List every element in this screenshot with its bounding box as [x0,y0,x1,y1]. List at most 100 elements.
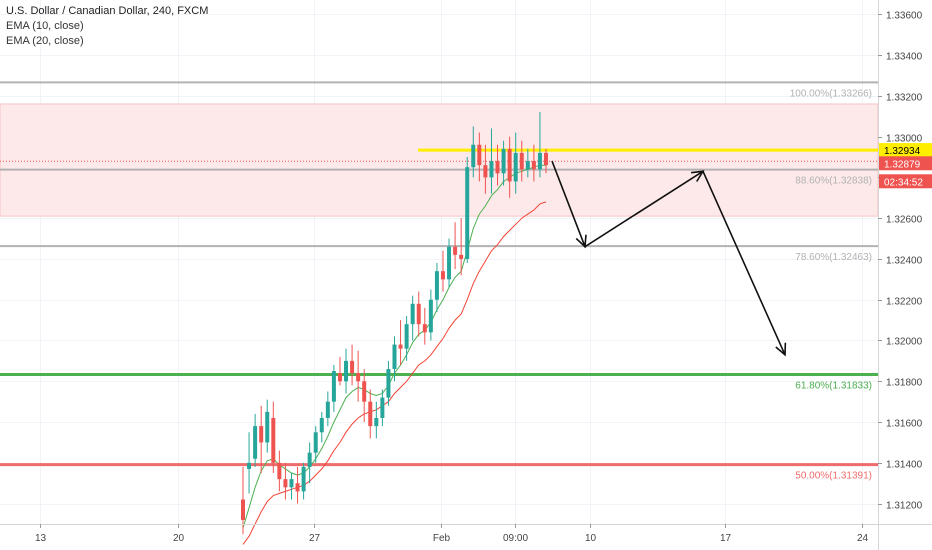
resistance-price-label-bg [879,143,932,158]
price-tick-label: 1.32200 [886,297,923,308]
candle-body [495,161,500,174]
candle [265,399,270,453]
candle-body [253,426,258,459]
time-tick-label: Feb [433,533,451,544]
candle-body [319,417,324,433]
price-tick-label: 1.31200 [886,501,923,512]
candle [253,413,258,467]
chart-legend: U.S. Dollar / Canadian Dollar, 240, FXCM… [6,4,208,49]
candle [404,316,409,361]
candle-body [544,152,548,166]
candle-body [344,360,349,382]
candle-body [465,167,470,259]
candle-body [501,148,506,174]
candle-body [483,165,488,178]
candle-body [531,161,536,170]
candle-body [313,432,318,453]
current-price-label-bg [879,156,932,171]
candle [241,466,245,535]
candle [477,132,482,182]
candle [440,250,445,292]
candle [259,405,264,474]
candle-body [241,499,245,520]
price-axis[interactable]: 1.336001.334001.332001.330001.328001.326… [878,0,932,550]
grid [0,0,878,524]
candle-body [325,401,330,418]
candles [241,112,548,535]
candle [392,336,397,382]
candle-body [380,397,385,418]
time-tick-label: 20 [173,533,185,544]
candle-body [507,148,512,182]
candle [495,144,500,186]
candle [331,364,336,412]
candle [277,450,282,492]
candle [434,263,439,312]
time-tick-label: 10 [585,533,597,544]
price-tick-label: 1.33600 [886,11,923,22]
ema20-legend[interactable]: EMA (20, close) [6,35,84,47]
fibonacci-levels: 100.00%(1.33266) 88.60%(1.32838) 78.60%(1.… [0,81,878,482]
candle [459,218,464,276]
candle-body [434,271,439,300]
candle [453,222,458,270]
candle [465,156,470,264]
price-tick-label: 1.31400 [886,460,923,471]
candle [356,350,361,402]
price-tick-label: 1.33400 [886,52,923,63]
candle-body [368,401,373,427]
candle [428,289,433,341]
candle-body [301,466,306,492]
ema20-line [242,201,547,545]
ema10-legend[interactable]: EMA (10, close) [6,20,84,32]
resistance-line[interactable] [0,148,878,162]
fib-label: 78.60%(1.32463) [795,252,872,263]
projection-arrows[interactable] [551,160,787,357]
candle [325,391,330,427]
candle-body [337,373,342,382]
arrow-head-down-2 [775,342,787,357]
candle-body [513,152,518,182]
candle [447,238,452,288]
fib-label: 88.60%(1.32838) [795,176,872,187]
candle-body [428,299,433,333]
fib-label: 61.80%(1.31833) [795,381,872,392]
candle [283,462,288,500]
candle-body [392,344,397,370]
candle-body [416,303,421,325]
candle-body [422,324,427,333]
candle [519,140,524,182]
candle-body [447,246,452,280]
candle-body [471,144,476,168]
candle-body [295,483,300,492]
candle-body [453,246,458,255]
candle [301,462,306,500]
candle [398,320,403,365]
candle-body [410,303,415,325]
candle [344,348,349,394]
candle-body [386,369,391,398]
candle-body [489,161,494,178]
candle [507,136,512,198]
candle [537,112,542,178]
candle-body [265,411,270,443]
price-tick-label: 1.32600 [886,215,923,226]
price-tick-label: 1.33200 [886,93,923,104]
countdown-label-text: 02:34:52 [884,177,923,188]
candle-body [477,144,482,166]
candle-body [362,381,367,402]
resistance-price-label: 1.32934 [879,143,932,158]
candle [319,411,324,443]
symbol-title[interactable]: U.S. Dollar / Canadian Dollar, 240, FXCM [6,5,209,17]
time-tick-label: 13 [35,533,47,544]
candle [337,356,342,386]
candle [410,295,415,341]
time-axis[interactable]: 13 20 27 Feb 09:00 10 17 24 [0,524,932,544]
candle-body [459,254,464,259]
candle-body [259,426,264,443]
time-tick-label: 24 [857,533,869,544]
candle [422,307,427,345]
candle-body [350,360,355,374]
arrow-head-down-1 [575,234,587,249]
